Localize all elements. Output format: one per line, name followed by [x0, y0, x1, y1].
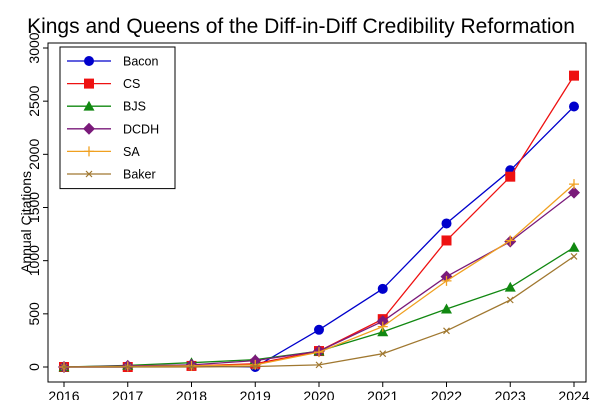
legend-entry-bacon: Bacon: [67, 55, 158, 69]
legend-entry-sa: SA: [67, 145, 140, 159]
y-tick-label: 500: [26, 302, 42, 326]
data-point: [84, 78, 94, 89]
data-point: [377, 283, 388, 294]
data-point: [379, 350, 387, 358]
data-point: [250, 359, 261, 370]
x-tick-label: 2024: [558, 388, 589, 400]
y-tick-label: 3000: [26, 32, 42, 63]
data-point: [314, 324, 324, 335]
x-tick-label: 2023: [495, 388, 526, 400]
data-point: [569, 101, 579, 112]
x-tick-label: 2021: [367, 388, 398, 400]
legend-label: BJS: [123, 100, 146, 114]
legend-label: DCDH: [123, 122, 159, 136]
legend-label: Baker: [123, 168, 156, 182]
plot-frame: [47, 42, 587, 383]
series-sa: [59, 179, 579, 372]
y-tick-label: 1500: [26, 192, 42, 223]
x-tick-label: 2017: [112, 388, 143, 400]
data-point: [83, 122, 95, 135]
data-point: [315, 361, 323, 369]
data-point: [377, 321, 388, 332]
data-point: [124, 363, 132, 371]
data-point: [568, 186, 580, 199]
data-point: [506, 296, 514, 304]
legend: Bacon CS BJS DCDH SA Baker: [59, 46, 176, 190]
data-point: [314, 347, 324, 358]
data-point: [570, 252, 578, 260]
y-tick-label: 1000: [26, 245, 42, 276]
series-baker: [60, 252, 578, 371]
data-point: [251, 363, 259, 370]
axes: 2016 2017 2018 2019 2020 2021 2022 2023 2024 0 500…: [26, 32, 590, 400]
legend-label: CS: [123, 77, 140, 91]
series-line-dcdh: [63, 192, 575, 368]
x-tick-label: 2018: [176, 388, 207, 400]
series-line-sa: [63, 183, 575, 368]
series-dcdh: [58, 186, 580, 373]
data-point: [188, 363, 195, 371]
y-tick-label: 2000: [26, 139, 42, 170]
data-point: [84, 146, 94, 157]
data-point: [85, 170, 93, 178]
data-point: [505, 171, 516, 182]
legend-entry-cs: CS: [67, 77, 140, 91]
data-point: [505, 235, 516, 246]
data-point: [84, 56, 94, 66]
x-tick-label: 2020: [303, 388, 334, 400]
legend-label: SA: [123, 145, 140, 159]
data-point: [441, 275, 452, 286]
y-axis-label: Annual Citations: [18, 171, 34, 273]
chart-title: Kings and Queens of the Diff-in-Diff Cre…: [27, 15, 575, 38]
legend-entry-bjs: BJS: [67, 100, 146, 114]
data-point: [441, 303, 452, 314]
data-point: [569, 70, 579, 81]
data-point: [60, 363, 68, 371]
data-point: [443, 327, 450, 335]
legend-box: [59, 46, 176, 190]
x-tick-label: 2019: [240, 388, 271, 400]
legend-entry-dcdh: DCDH: [67, 122, 159, 136]
data-point: [441, 218, 452, 229]
data-point: [504, 281, 516, 292]
data-point: [186, 360, 197, 371]
x-tick-label: 2016: [48, 388, 79, 400]
legend-label: Bacon: [123, 55, 158, 69]
legend-entry-baker: Baker: [67, 168, 156, 182]
data-point: [568, 241, 580, 252]
data-point: [83, 100, 95, 111]
y-tick-label: 2500: [26, 85, 42, 116]
data-point: [441, 235, 452, 246]
x-tick-label: 2022: [431, 388, 462, 400]
y-tick-label: 0: [26, 363, 42, 371]
series-layer: [58, 70, 580, 373]
data-point: [569, 179, 579, 190]
